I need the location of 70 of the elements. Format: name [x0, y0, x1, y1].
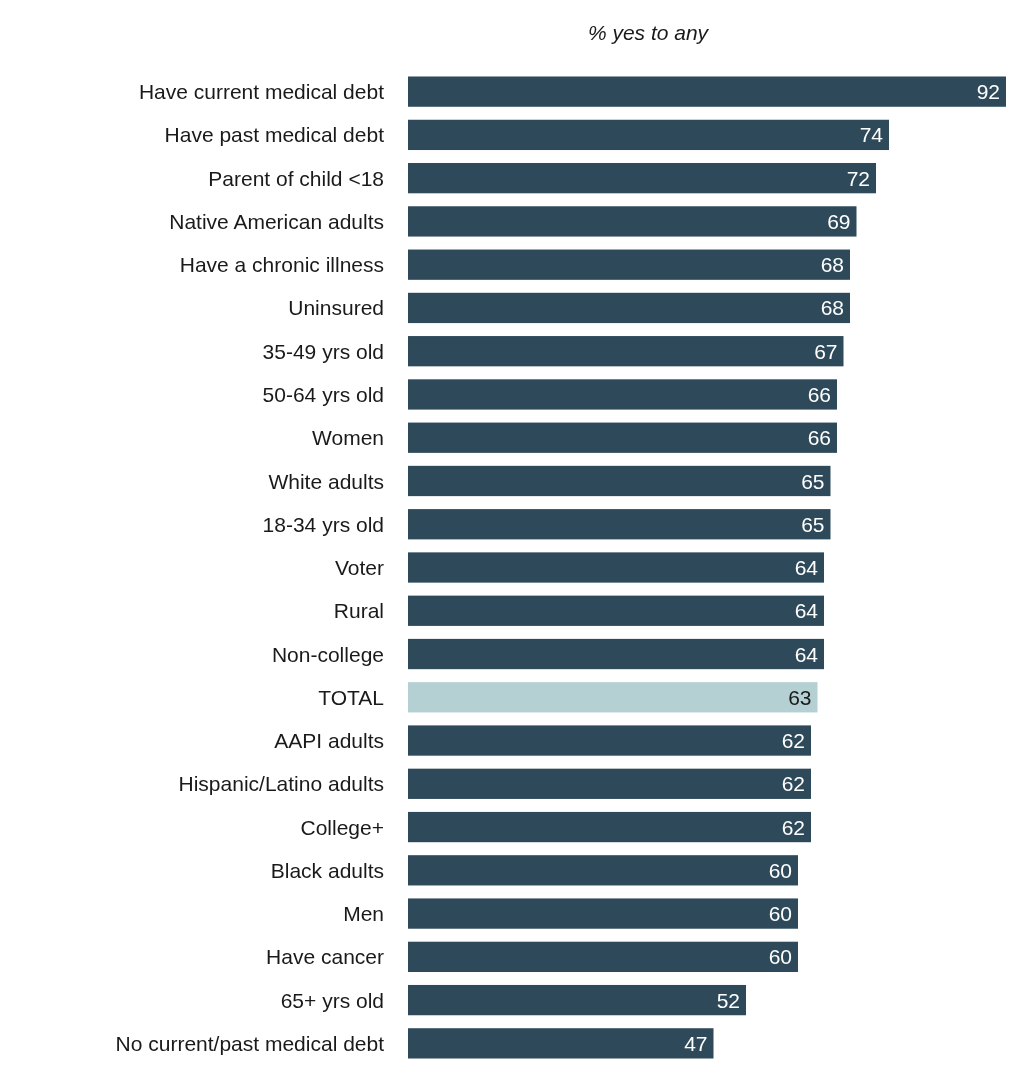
y-tick-label: Non-college: [271, 642, 384, 666]
y-tick-label: Native American adults: [169, 209, 384, 233]
bar: [408, 249, 850, 280]
y-tick-label: Have current medical debt: [138, 80, 385, 104]
data-label: 74: [859, 123, 884, 147]
y-tick-label: 65+ yrs old: [280, 988, 384, 1012]
data-label: 66: [807, 426, 831, 450]
data-label: 72: [846, 166, 870, 190]
bar: [408, 552, 824, 583]
y-tick-label: Have past medical debt: [164, 123, 385, 147]
bar: [408, 638, 824, 670]
y-tick-label: Parent of child <18: [208, 166, 384, 190]
y-tick-label: White adults: [268, 469, 384, 493]
data-label: 52: [716, 988, 740, 1012]
bar: [408, 682, 818, 713]
data-label: 66: [807, 383, 831, 407]
data-label: 92: [976, 80, 1000, 104]
bar: [408, 422, 837, 453]
bar: [408, 379, 837, 410]
y-tick-label: Women: [312, 426, 384, 450]
data-label: 62: [781, 815, 805, 839]
bar: [408, 811, 811, 843]
y-tick-label: TOTAL: [318, 685, 384, 709]
data-label: 68: [820, 253, 844, 277]
data-label: 68: [820, 296, 844, 320]
y-tick-label: Uninsured: [288, 296, 384, 320]
chart-title: % yes to any: [587, 21, 710, 44]
y-tick-label: Voter: [334, 556, 384, 580]
data-label: 65: [801, 469, 825, 493]
bar: [408, 855, 798, 886]
bar: [408, 336, 844, 367]
data-label: 60: [768, 858, 792, 882]
y-tick-label: Rural: [333, 599, 384, 623]
y-tick-label: College+: [300, 815, 384, 839]
bar: [408, 595, 824, 626]
bar: [408, 984, 746, 1016]
bar: [408, 206, 857, 237]
bar: [408, 76, 1006, 107]
data-label: 64: [794, 556, 819, 580]
y-tick-label: Have a chronic illness: [179, 253, 384, 277]
bar: [408, 119, 889, 151]
y-tick-label: Hispanic/Latino adults: [178, 772, 384, 796]
bar: [408, 163, 876, 194]
bar: [408, 465, 831, 497]
y-tick-label: Men: [343, 902, 384, 926]
data-label: 60: [768, 945, 792, 969]
y-tick-label: 50-64 yrs old: [262, 383, 384, 407]
data-label: 47: [684, 1031, 708, 1055]
data-label: 63: [788, 685, 812, 709]
data-label: 64: [794, 599, 819, 623]
bar: [408, 292, 850, 324]
data-label: 62: [781, 772, 805, 796]
y-tick-label: 35-49 yrs old: [262, 339, 384, 363]
bar: [408, 898, 798, 929]
bar: [408, 1028, 714, 1059]
bar: [408, 941, 798, 972]
y-tick-label: No current/past medical debt: [115, 1031, 385, 1055]
data-label: 67: [814, 339, 838, 363]
bar: [408, 509, 831, 540]
y-tick-label: Black adults: [270, 858, 384, 882]
y-tick-label: AAPI adults: [274, 729, 384, 753]
data-label: 69: [827, 209, 851, 233]
bar: [408, 768, 811, 799]
bar: [408, 725, 811, 756]
y-tick-label: Have cancer: [266, 945, 385, 969]
y-tick-label: 18-34 yrs old: [262, 512, 384, 536]
data-label: 62: [781, 729, 805, 753]
data-label: 60: [768, 902, 792, 926]
data-label: 65: [801, 512, 825, 536]
data-label: 64: [794, 642, 819, 666]
